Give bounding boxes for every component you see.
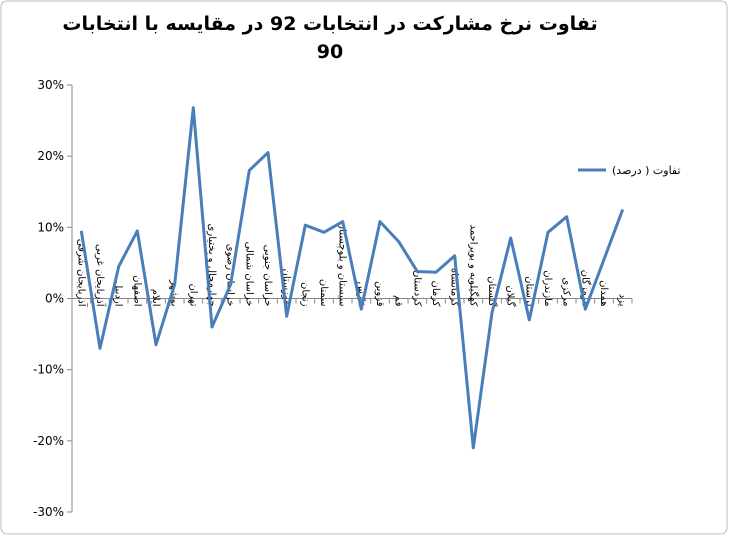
x-tick-label: همدان: [598, 280, 609, 306]
x-tick-label: تهران: [187, 283, 198, 306]
x-tick-label: اردبیل: [113, 281, 124, 306]
x-tick-label: زنجان: [299, 282, 310, 307]
x-tick-label: چهارمحال و بختیاری: [206, 224, 217, 307]
x-tick-label: آذربایجان شرقی: [75, 239, 88, 308]
x-tick-label: اصفهان: [131, 275, 142, 306]
legend-label: تفاوت ( درصد): [612, 164, 681, 177]
x-tick-label: ایلام: [150, 289, 161, 307]
x-tick-label: سمنان: [318, 279, 329, 307]
x-tick-label: خراسان شمالی: [243, 241, 254, 306]
y-tick-label: 10%: [37, 220, 64, 234]
y-tick-label: -10%: [33, 363, 64, 377]
x-tick-label: خراسان جنوبی: [262, 245, 273, 307]
y-tick-label: 30%: [37, 78, 64, 92]
y-tick-label: -30%: [33, 505, 64, 519]
x-tick-label: کرمانشاه: [449, 268, 460, 307]
x-tick-label: کردستان: [411, 270, 422, 307]
series-line: [79, 106, 625, 450]
x-tick-label: فارس: [355, 282, 366, 307]
x-tick-label: کهگیلویه و بویراحمد: [467, 225, 479, 307]
x-tick-label: قم: [393, 295, 404, 307]
x-tick-label: خراسان رضوی: [225, 244, 236, 307]
x-tick-label: سیستان و بلوچستان: [337, 222, 348, 307]
y-tick-label: 20%: [37, 149, 64, 163]
x-tick-label: یزد: [617, 294, 628, 307]
x-tick-label: خوزستان: [281, 269, 292, 307]
x-tick-label: آذربایجان غربی: [94, 244, 107, 308]
x-tick-label: قزوین: [374, 281, 385, 307]
chart-title: تفاوت نرخ مشارکت در انتخابات 92 در مقایس…: [62, 13, 598, 63]
y-tick-label: 0%: [45, 292, 64, 306]
x-tick-label: کرمان: [430, 280, 441, 306]
x-tick-label: گیلان: [505, 285, 517, 306]
y-tick-label: -20%: [33, 434, 64, 448]
x-tick-label: مازندران: [542, 270, 553, 306]
x-tick-label: مرکزی: [561, 278, 572, 307]
x-tick-label: لرستان: [523, 276, 534, 306]
x-tick-label: بوشهر: [169, 279, 180, 306]
